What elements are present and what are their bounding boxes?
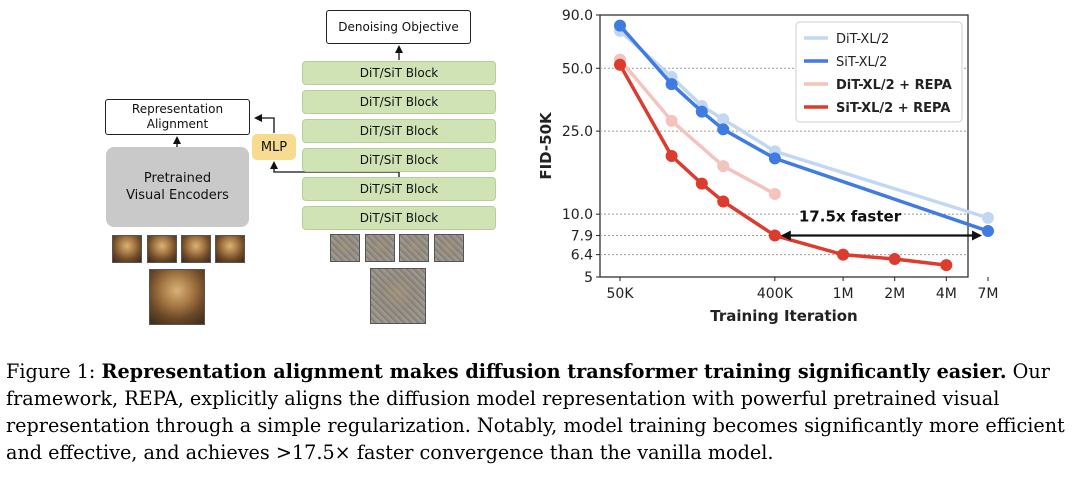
figure-caption: Figure 1: Representation alignment makes… <box>6 358 1076 466</box>
legend-box <box>795 21 963 123</box>
diagram-arrows <box>173 45 403 178</box>
cat-crop-image <box>181 235 211 263</box>
y-tick-label: 7.9 <box>571 229 593 245</box>
series-point-2 <box>717 123 730 136</box>
series-point-2 <box>982 225 994 238</box>
legend-label: SiT-XL/2 + REPA <box>836 101 950 116</box>
dit-sit-block: DiT/SiT Block <box>302 119 496 143</box>
speedup-label-background <box>800 205 900 226</box>
series-point-2 <box>614 19 626 32</box>
series-line-1 <box>618 29 989 220</box>
series-point-2 <box>768 152 781 165</box>
y-tick-label: 90.0 <box>562 8 593 24</box>
series-line-3 <box>618 58 776 196</box>
series-point-4 <box>717 195 730 208</box>
series-point-4 <box>695 177 708 190</box>
denoising-objective-box: Denoising Objective <box>326 10 471 44</box>
speedup-label: 17.5x faster <box>799 208 902 226</box>
series-point-4 <box>888 252 901 265</box>
cat-crop-image <box>112 235 142 263</box>
y-tick-label: 25.0 <box>562 124 593 140</box>
legend-label: DiT-XL/2 + REPA <box>836 78 952 93</box>
x-tick-label: 400K <box>757 286 794 302</box>
y-tick-label: 6.4 <box>571 248 593 264</box>
noisy-cat-crop-image <box>434 234 464 262</box>
noisy-cat-image <box>370 268 426 324</box>
series-point-2 <box>665 78 678 91</box>
series-point-3 <box>768 187 781 200</box>
noisy-cat-crop-image <box>330 234 360 262</box>
legend-label: SiT-XL/2 <box>836 55 887 70</box>
mlp-box: MLP <box>252 134 296 160</box>
cat-image <box>149 269 205 325</box>
series-point-4 <box>837 248 850 261</box>
pretrained-encoder-box: Pretrained Visual Encoders <box>106 147 249 227</box>
series-point-3 <box>717 160 730 173</box>
dit-sit-block: DiT/SiT Block <box>302 148 496 172</box>
x-tick-label: 7M <box>978 286 999 302</box>
y-tick-label: 5 <box>584 270 593 286</box>
caption-prefix: Figure 1: <box>6 360 102 383</box>
dit-sit-block: DiT/SiT Block <box>302 90 496 114</box>
series-point-3 <box>665 114 678 127</box>
caption-body: Our framework, REPA, explicitly aligns t… <box>6 360 1065 464</box>
x-axis-label: Training Iteration <box>710 307 857 325</box>
y-tick-label: 50.0 <box>562 61 593 77</box>
dit-sit-block: DiT/SiT Block <box>302 177 496 201</box>
y-tick-label: 10.0 <box>562 207 593 223</box>
mlp-to-alignment-arrow <box>254 114 275 133</box>
series-point-4 <box>768 229 781 242</box>
series-line-2 <box>618 24 989 233</box>
noisy-cat-crop-image <box>365 234 395 262</box>
x-tick-label: 1M <box>833 286 854 302</box>
block-to-mlp-arrow <box>270 161 400 178</box>
series-point-4 <box>614 58 626 71</box>
series-line-4 <box>618 63 947 267</box>
representation-alignment-box: Representation Alignment <box>105 99 250 135</box>
noisy-cat-crop-image <box>399 234 429 262</box>
series-point-1 <box>982 211 994 224</box>
legend-label: DiT-XL/2 <box>836 32 889 47</box>
x-tick-label: 2M <box>884 286 905 302</box>
series-point-4 <box>665 149 678 162</box>
dit-sit-block: DiT/SiT Block <box>302 206 496 230</box>
cat-crop-image <box>215 235 245 263</box>
series-point-4 <box>940 259 953 272</box>
series-point-2 <box>695 105 708 118</box>
caption-title: Representation alignment makes diffusion… <box>101 360 1007 383</box>
fid-chart: 90.0 50.0 25.0 10.0 7.9 6.4 5 50K 400K 1M 2M 4M 7M Tr… <box>537 8 999 325</box>
x-tick-label: 50K <box>607 286 635 302</box>
y-axis-label: FID-50K <box>537 111 555 180</box>
cat-crop-image <box>147 235 177 263</box>
x-tick-label: 4M <box>936 286 957 302</box>
dit-sit-block: DiT/SiT Block <box>302 61 496 85</box>
series-point-1 <box>717 113 730 126</box>
plot-frame <box>599 14 969 278</box>
